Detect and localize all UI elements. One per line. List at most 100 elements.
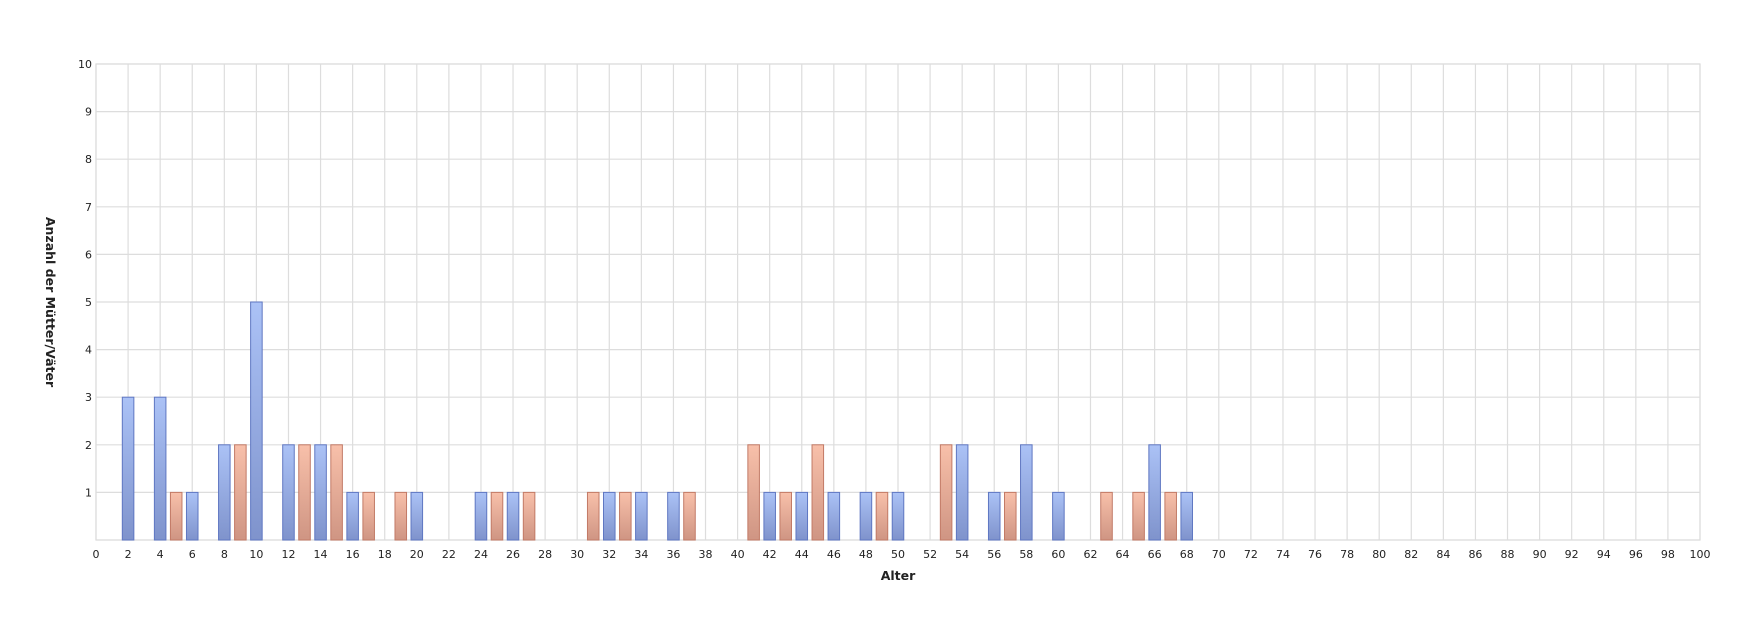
y-axis-title: Anzahl der Mütter/Väter <box>43 217 58 388</box>
x-tick-label: 2 <box>125 548 132 561</box>
x-tick-label: 62 <box>1083 548 1097 561</box>
x-tick-label: 60 <box>1051 548 1065 561</box>
y-tick-label: 3 <box>85 391 92 404</box>
x-tick-label: 94 <box>1597 548 1611 561</box>
bar-orange <box>169 491 183 541</box>
y-tick-label: 5 <box>85 296 92 309</box>
x-tick-label: 44 <box>795 548 809 561</box>
x-tick-label: 90 <box>1533 548 1547 561</box>
bar-blue <box>185 491 199 541</box>
x-tick-label: 88 <box>1501 548 1515 561</box>
bar-orange <box>234 444 247 541</box>
x-tick-label: 76 <box>1308 548 1322 561</box>
x-tick-label: 28 <box>538 548 552 561</box>
bar-blue <box>891 491 905 541</box>
bar-orange <box>1132 491 1145 541</box>
bar-blue <box>635 491 648 541</box>
x-tick-label: 100 <box>1690 548 1711 561</box>
x-tick-label: 0 <box>93 548 100 561</box>
x-tick-label: 30 <box>570 548 584 561</box>
x-tick-label: 18 <box>378 548 392 561</box>
x-axis-ticks: 0 2 4 6 8 10 12 14 16 18 20 22 24 26 28 30 32 34 36 38 40 42 4… <box>93 548 1711 561</box>
x-tick-label: 56 <box>987 548 1001 561</box>
bar-blue <box>1020 444 1033 541</box>
bar-blue <box>250 301 263 541</box>
bar-orange <box>330 444 343 541</box>
x-tick-label: 46 <box>827 548 841 561</box>
y-tick-label: 1 <box>85 486 92 499</box>
bar-blue <box>795 491 809 541</box>
bar-blue <box>603 491 616 541</box>
x-tick-label: 52 <box>923 548 937 561</box>
x-tick-label: 4 <box>157 548 164 561</box>
bar-blue <box>474 491 488 541</box>
y-axis-ticks: 1 2 3 4 5 6 7 8 9 10 <box>78 58 92 499</box>
bar-blue <box>314 444 327 541</box>
x-tick-label: 26 <box>506 548 520 561</box>
bar-orange <box>394 491 408 541</box>
x-tick-label: 10 <box>249 548 263 561</box>
x-tick-label: 38 <box>699 548 713 561</box>
x-tick-label: 6 <box>189 548 196 561</box>
x-tick-label: 22 <box>442 548 456 561</box>
bar-blue <box>955 444 969 541</box>
x-tick-label: 8 <box>221 548 228 561</box>
x-tick-label: 12 <box>281 548 295 561</box>
x-tick-label: 24 <box>474 548 488 561</box>
y-tick-label: 8 <box>85 153 92 166</box>
y-tick-label: 2 <box>85 439 92 452</box>
x-tick-label: 72 <box>1244 548 1258 561</box>
bar-orange <box>586 491 600 541</box>
y-tick-label: 7 <box>85 201 92 214</box>
bar-blue <box>1148 444 1161 541</box>
x-tick-label: 80 <box>1372 548 1386 561</box>
bar-blue <box>410 491 424 541</box>
y-tick-label: 4 <box>85 344 92 357</box>
bars <box>121 301 1193 541</box>
x-tick-label: 78 <box>1340 548 1354 561</box>
x-axis-title: Alter <box>881 568 916 583</box>
bar-orange <box>619 491 632 541</box>
y-tick-label: 10 <box>78 58 92 71</box>
bar-blue <box>218 444 231 541</box>
bar-blue <box>827 491 841 541</box>
bar-orange <box>1164 491 1177 541</box>
bar-blue <box>1052 491 1065 541</box>
bar-blue <box>987 491 1001 541</box>
x-tick-label: 84 <box>1436 548 1450 561</box>
y-tick-label: 9 <box>85 106 92 119</box>
bar-orange <box>1100 491 1113 541</box>
bar-orange <box>490 491 504 541</box>
x-tick-label: 14 <box>314 548 328 561</box>
bar-orange <box>747 444 760 541</box>
x-tick-label: 68 <box>1180 548 1194 561</box>
bar-orange <box>1004 491 1017 541</box>
bar-blue <box>282 444 295 541</box>
x-tick-label: 74 <box>1276 548 1290 561</box>
x-tick-label: 36 <box>666 548 680 561</box>
x-tick-label: 86 <box>1468 548 1482 561</box>
x-tick-label: 34 <box>634 548 648 561</box>
bar-blue <box>506 491 520 541</box>
x-tick-label: 82 <box>1404 548 1418 561</box>
bar-orange <box>811 444 825 541</box>
x-tick-label: 70 <box>1212 548 1226 561</box>
bar-orange <box>939 444 953 541</box>
bar-blue <box>153 396 167 541</box>
x-tick-label: 64 <box>1116 548 1130 561</box>
x-tick-label: 58 <box>1019 548 1033 561</box>
bar-blue <box>859 491 873 541</box>
grid <box>95 63 1701 541</box>
x-tick-label: 40 <box>731 548 745 561</box>
bar-blue <box>763 491 776 541</box>
x-tick-label: 98 <box>1661 548 1675 561</box>
bar-orange <box>875 491 889 541</box>
bar-blue <box>1180 491 1193 541</box>
x-tick-label: 42 <box>763 548 777 561</box>
x-tick-label: 54 <box>955 548 969 561</box>
y-tick-label: 6 <box>85 248 92 261</box>
x-tick-label: 92 <box>1565 548 1579 561</box>
x-tick-label: 50 <box>891 548 905 561</box>
